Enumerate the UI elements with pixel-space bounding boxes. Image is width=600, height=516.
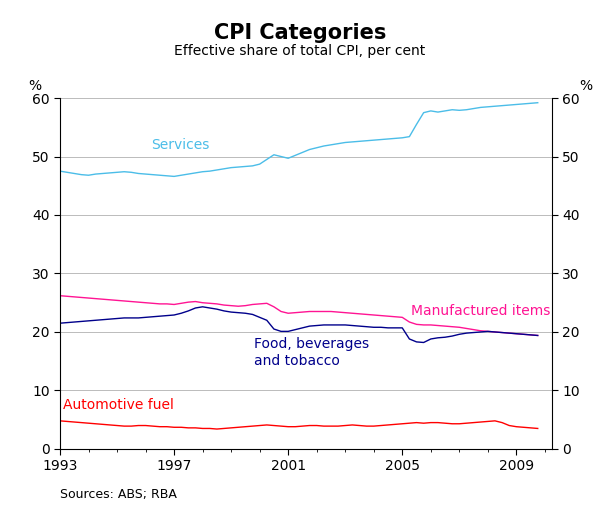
Text: Automotive fuel: Automotive fuel xyxy=(63,398,174,412)
Text: Food, beverages
and tobacco: Food, beverages and tobacco xyxy=(254,337,369,367)
Text: Effective share of total CPI, per cent: Effective share of total CPI, per cent xyxy=(175,44,425,58)
Text: Manufactured items: Manufactured items xyxy=(411,304,550,318)
Text: Services: Services xyxy=(151,138,209,152)
Text: CPI Categories: CPI Categories xyxy=(214,23,386,43)
Text: Sources: ABS; RBA: Sources: ABS; RBA xyxy=(60,488,177,501)
Text: %: % xyxy=(28,79,41,93)
Text: %: % xyxy=(579,79,592,93)
